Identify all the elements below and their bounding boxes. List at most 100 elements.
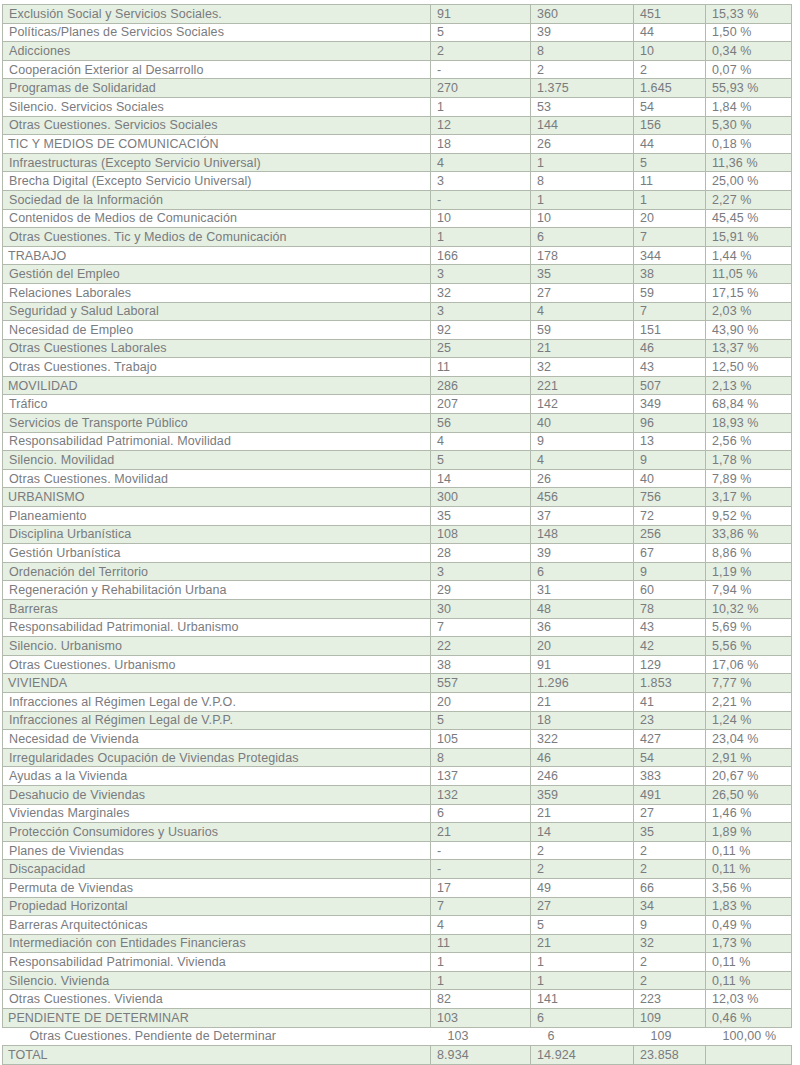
category-cell: Exclusión Social y Servicios Sociales. (3, 5, 431, 24)
value-cell-1: 1 (431, 971, 531, 990)
value-cell-2: 21 (531, 804, 634, 823)
value-cell-3: 43 (634, 618, 706, 637)
percent-cell: 55,93 % (706, 79, 792, 98)
category-cell: Gestión Urbanística (3, 544, 431, 563)
value-cell-1: 5 (431, 23, 531, 42)
table-row: Otras Cuestiones. Tic y Medios de Comuni… (3, 228, 792, 247)
table-row: Barreras30487810,32 % (3, 600, 792, 619)
value-cell-2: 36 (531, 618, 634, 637)
table-row: Brecha Digital (Excepto Servicio Univers… (3, 172, 792, 191)
category-cell: Otras Cuestiones. Movilidad (3, 469, 431, 488)
value-cell-2: 1 (531, 153, 634, 172)
value-cell-1: 1 (431, 97, 531, 116)
category-cell: Propiedad Horizontal (3, 897, 431, 916)
percent-cell: 2,03 % (706, 302, 792, 321)
category-cell: Silencio. Urbanismo (3, 637, 431, 656)
category-cell: Responsabilidad Patrimonial. Urbanismo (3, 618, 431, 637)
category-cell: Otras Cuestiones. Pendiente de Determina… (3, 1027, 431, 1046)
percent-cell: 2,21 % (706, 692, 792, 711)
category-cell: Otras Cuestiones. Trabajo (3, 358, 431, 377)
value-cell-3: 427 (634, 730, 706, 749)
value-cell-1: 6 (431, 804, 531, 823)
category-cell: Silencio. Vivienda (3, 971, 431, 990)
percent-cell: 2,91 % (706, 748, 792, 767)
value-cell-1: 5 (431, 451, 531, 470)
table-row: Regeneración y Rehabilitación Urbana2931… (3, 581, 792, 600)
percent-cell: 0,18 % (706, 135, 792, 154)
value-cell-1: 1 (431, 953, 531, 972)
category-cell: URBANISMO (3, 488, 431, 507)
value-cell-2: 144 (531, 116, 634, 135)
percent-cell: 26,50 % (706, 785, 792, 804)
value-cell-3: 38 (634, 265, 706, 284)
table-row: Ayudas a la Vivienda13724638320,67 % (3, 767, 792, 786)
value-cell-1: 8.934 (431, 1046, 531, 1065)
table-row: Otras Cuestiones. Urbanismo389112917,06 … (3, 655, 792, 674)
value-cell-3: 1 (634, 190, 706, 209)
percent-cell: 7,77 % (706, 674, 792, 693)
value-cell-3: 344 (634, 246, 706, 265)
table-row: Infracciones al Régimen Legal de V.P.P.5… (3, 711, 792, 730)
value-cell-2: 322 (531, 730, 634, 749)
value-cell-1: 25 (431, 339, 531, 358)
value-cell-3: 10 (634, 42, 706, 61)
value-cell-2: 6 (531, 1027, 634, 1046)
table-row: Otras Cuestiones. Vivienda8214122312,03 … (3, 990, 792, 1009)
percent-cell: 18,93 % (706, 414, 792, 433)
value-cell-2: 40 (531, 414, 634, 433)
value-cell-3: 223 (634, 990, 706, 1009)
value-cell-2: 6 (531, 562, 634, 581)
table-row: Silencio. Servicios Sociales153541,84 % (3, 97, 792, 116)
value-cell-2: 360 (531, 5, 634, 24)
value-cell-3: 1.853 (634, 674, 706, 693)
value-cell-1: 103 (431, 1009, 531, 1028)
category-cell: Viviendas Marginales (3, 804, 431, 823)
table-row: Permuta de Viviendas1749663,56 % (3, 878, 792, 897)
value-cell-2: 9 (531, 432, 634, 451)
category-cell: Infracciones al Régimen Legal de V.P.O. (3, 692, 431, 711)
value-cell-3: 7 (634, 302, 706, 321)
category-cell: Otras Cuestiones. Urbanismo (3, 655, 431, 674)
table-row: Necesidad de Empleo925915143,90 % (3, 321, 792, 340)
value-cell-3: 2 (634, 971, 706, 990)
value-cell-3: 2 (634, 841, 706, 860)
table-row: Planes de Viviendas-220,11 % (3, 841, 792, 860)
table-row: Sociedad de la Información-112,27 % (3, 190, 792, 209)
value-cell-3: 54 (634, 97, 706, 116)
value-cell-1: 32 (431, 283, 531, 302)
value-cell-2: 26 (531, 135, 634, 154)
value-cell-2: 27 (531, 897, 634, 916)
value-cell-3: 54 (634, 748, 706, 767)
value-cell-3: 46 (634, 339, 706, 358)
category-cell: Silencio. Servicios Sociales (3, 97, 431, 116)
table-row: Adicciones28100,34 % (3, 42, 792, 61)
value-cell-1: 56 (431, 414, 531, 433)
category-cell: Regeneración y Rehabilitación Urbana (3, 581, 431, 600)
table-row: Planeamiento3537729,52 % (3, 507, 792, 526)
category-cell: MOVILIDAD (3, 376, 431, 395)
category-cell: Servicios de Transporte Público (3, 414, 431, 433)
value-cell-3: 23 (634, 711, 706, 730)
value-cell-2: 1 (531, 190, 634, 209)
percent-cell: 45,45 % (706, 209, 792, 228)
value-cell-2: 21 (531, 692, 634, 711)
value-cell-2: 53 (531, 97, 634, 116)
value-cell-2: 20 (531, 637, 634, 656)
value-cell-3: 13 (634, 432, 706, 451)
table-row: Discapacidad-220,11 % (3, 860, 792, 879)
value-cell-1: 1 (431, 228, 531, 247)
percent-cell: 2,27 % (706, 190, 792, 209)
value-cell-2: 8 (531, 42, 634, 61)
value-cell-3: 44 (634, 135, 706, 154)
value-cell-1: 132 (431, 785, 531, 804)
table-row: Gestión del Empleo3353811,05 % (3, 265, 792, 284)
value-cell-2: 4 (531, 451, 634, 470)
percent-cell: 9,52 % (706, 507, 792, 526)
percent-cell: 1,73 % (706, 934, 792, 953)
category-cell: TOTAL (3, 1046, 431, 1065)
percent-cell: 25,00 % (706, 172, 792, 191)
value-cell-1: 8 (431, 748, 531, 767)
table-row: Otras Cuestiones. Trabajo11324312,50 % (3, 358, 792, 377)
value-cell-1: 5 (431, 711, 531, 730)
value-cell-1: 29 (431, 581, 531, 600)
